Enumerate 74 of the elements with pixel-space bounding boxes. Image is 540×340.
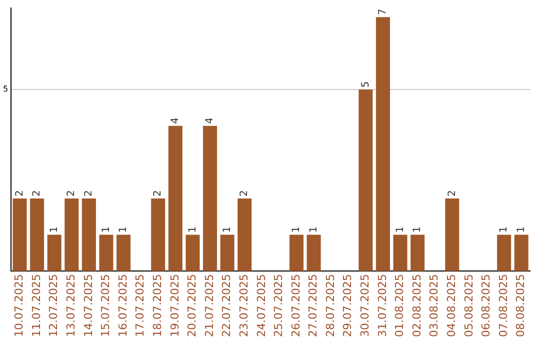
bar — [116, 234, 131, 272]
data-label: 1 — [308, 226, 320, 233]
bar — [376, 17, 390, 272]
x-tick-label: 25.07.2025 — [272, 274, 286, 338]
data-label: 2 — [14, 190, 26, 196]
x-tick-label: 04.08.2025 — [445, 274, 458, 338]
x-tick-label: 19.07.2025 — [168, 274, 182, 338]
bar — [186, 234, 200, 272]
x-tick-label: 22.07.2025 — [220, 274, 234, 338]
x-tick-label: 31.07.2025 — [376, 274, 389, 338]
x-tick-label: 08.08.2025 — [514, 274, 528, 338]
x-tick-label: 23.07.2025 — [237, 274, 250, 338]
bar — [410, 234, 425, 272]
x-tick-label: 29.07.2025 — [341, 274, 354, 338]
data-label: 1 — [100, 226, 112, 233]
x-tick-label: 01.08.2025 — [393, 274, 406, 338]
data-label: 1 — [516, 226, 527, 233]
data-label: 2 — [66, 190, 78, 196]
data-label: 2 — [152, 190, 164, 196]
bar — [47, 234, 62, 272]
bar — [151, 198, 166, 272]
x-tick-label: 11.07.2025 — [30, 274, 43, 338]
x-tick-label: 03.08.2025 — [428, 274, 441, 338]
bar — [358, 90, 373, 272]
bar — [12, 198, 27, 272]
x-tick-label: 07.08.2025 — [496, 274, 510, 338]
x-tick-label: 21.07.2025 — [202, 274, 216, 338]
data-label: 4 — [204, 118, 216, 124]
bar — [497, 234, 512, 272]
x-tick-label: 28.07.2025 — [324, 274, 337, 338]
data-label: 2 — [446, 190, 458, 196]
data-label: 1 — [118, 226, 130, 233]
x-tick-label: 14.07.2025 — [82, 274, 95, 338]
x-tick-label: 17.07.2025 — [134, 274, 147, 338]
bar — [220, 234, 234, 272]
data-label: 4 — [170, 118, 182, 124]
bar — [168, 126, 182, 272]
x-tick-label: 26.07.2025 — [289, 274, 302, 338]
data-label: 1 — [222, 226, 233, 233]
bar — [99, 234, 114, 272]
data-label: 2 — [32, 190, 43, 196]
x-tick-label: 18.07.2025 — [150, 274, 164, 338]
x-tick-label: 12.07.2025 — [47, 274, 60, 338]
bar — [306, 234, 321, 272]
bar — [393, 234, 408, 272]
x-tick-label: 13.07.2025 — [64, 274, 78, 338]
x-tick-label: 30.07.2025 — [358, 274, 372, 338]
bar — [203, 126, 218, 272]
data-label: 2 — [84, 190, 95, 196]
bar — [82, 198, 96, 272]
data-label: 1 — [412, 226, 424, 233]
x-tick-label: 16.07.2025 — [116, 274, 130, 338]
data-label: 1 — [498, 226, 510, 233]
x-tick-label: 02.08.2025 — [410, 274, 424, 338]
x-tick-label: 24.07.2025 — [254, 274, 268, 338]
bar — [30, 198, 44, 272]
bar — [64, 198, 79, 272]
x-tick-label: 10.07.2025 — [12, 274, 26, 338]
bar — [289, 234, 304, 272]
bar — [514, 234, 528, 272]
data-label: 1 — [187, 226, 198, 233]
bar — [445, 198, 460, 272]
bar — [238, 198, 252, 272]
data-label: 1 — [291, 226, 302, 233]
data-label: 2 — [239, 190, 250, 196]
x-tick-label: 06.08.2025 — [480, 274, 493, 338]
data-label: 5 — [360, 81, 372, 88]
x-tick-label: 15.07.2025 — [99, 274, 112, 338]
x-tick-label: 05.08.2025 — [462, 274, 476, 338]
data-label: 1 — [394, 226, 406, 233]
data-label: 7 — [378, 8, 389, 16]
data-label: 1 — [48, 226, 60, 233]
x-tick-label: 20.07.2025 — [186, 274, 199, 338]
x-tick-label: 27.07.2025 — [306, 274, 320, 338]
